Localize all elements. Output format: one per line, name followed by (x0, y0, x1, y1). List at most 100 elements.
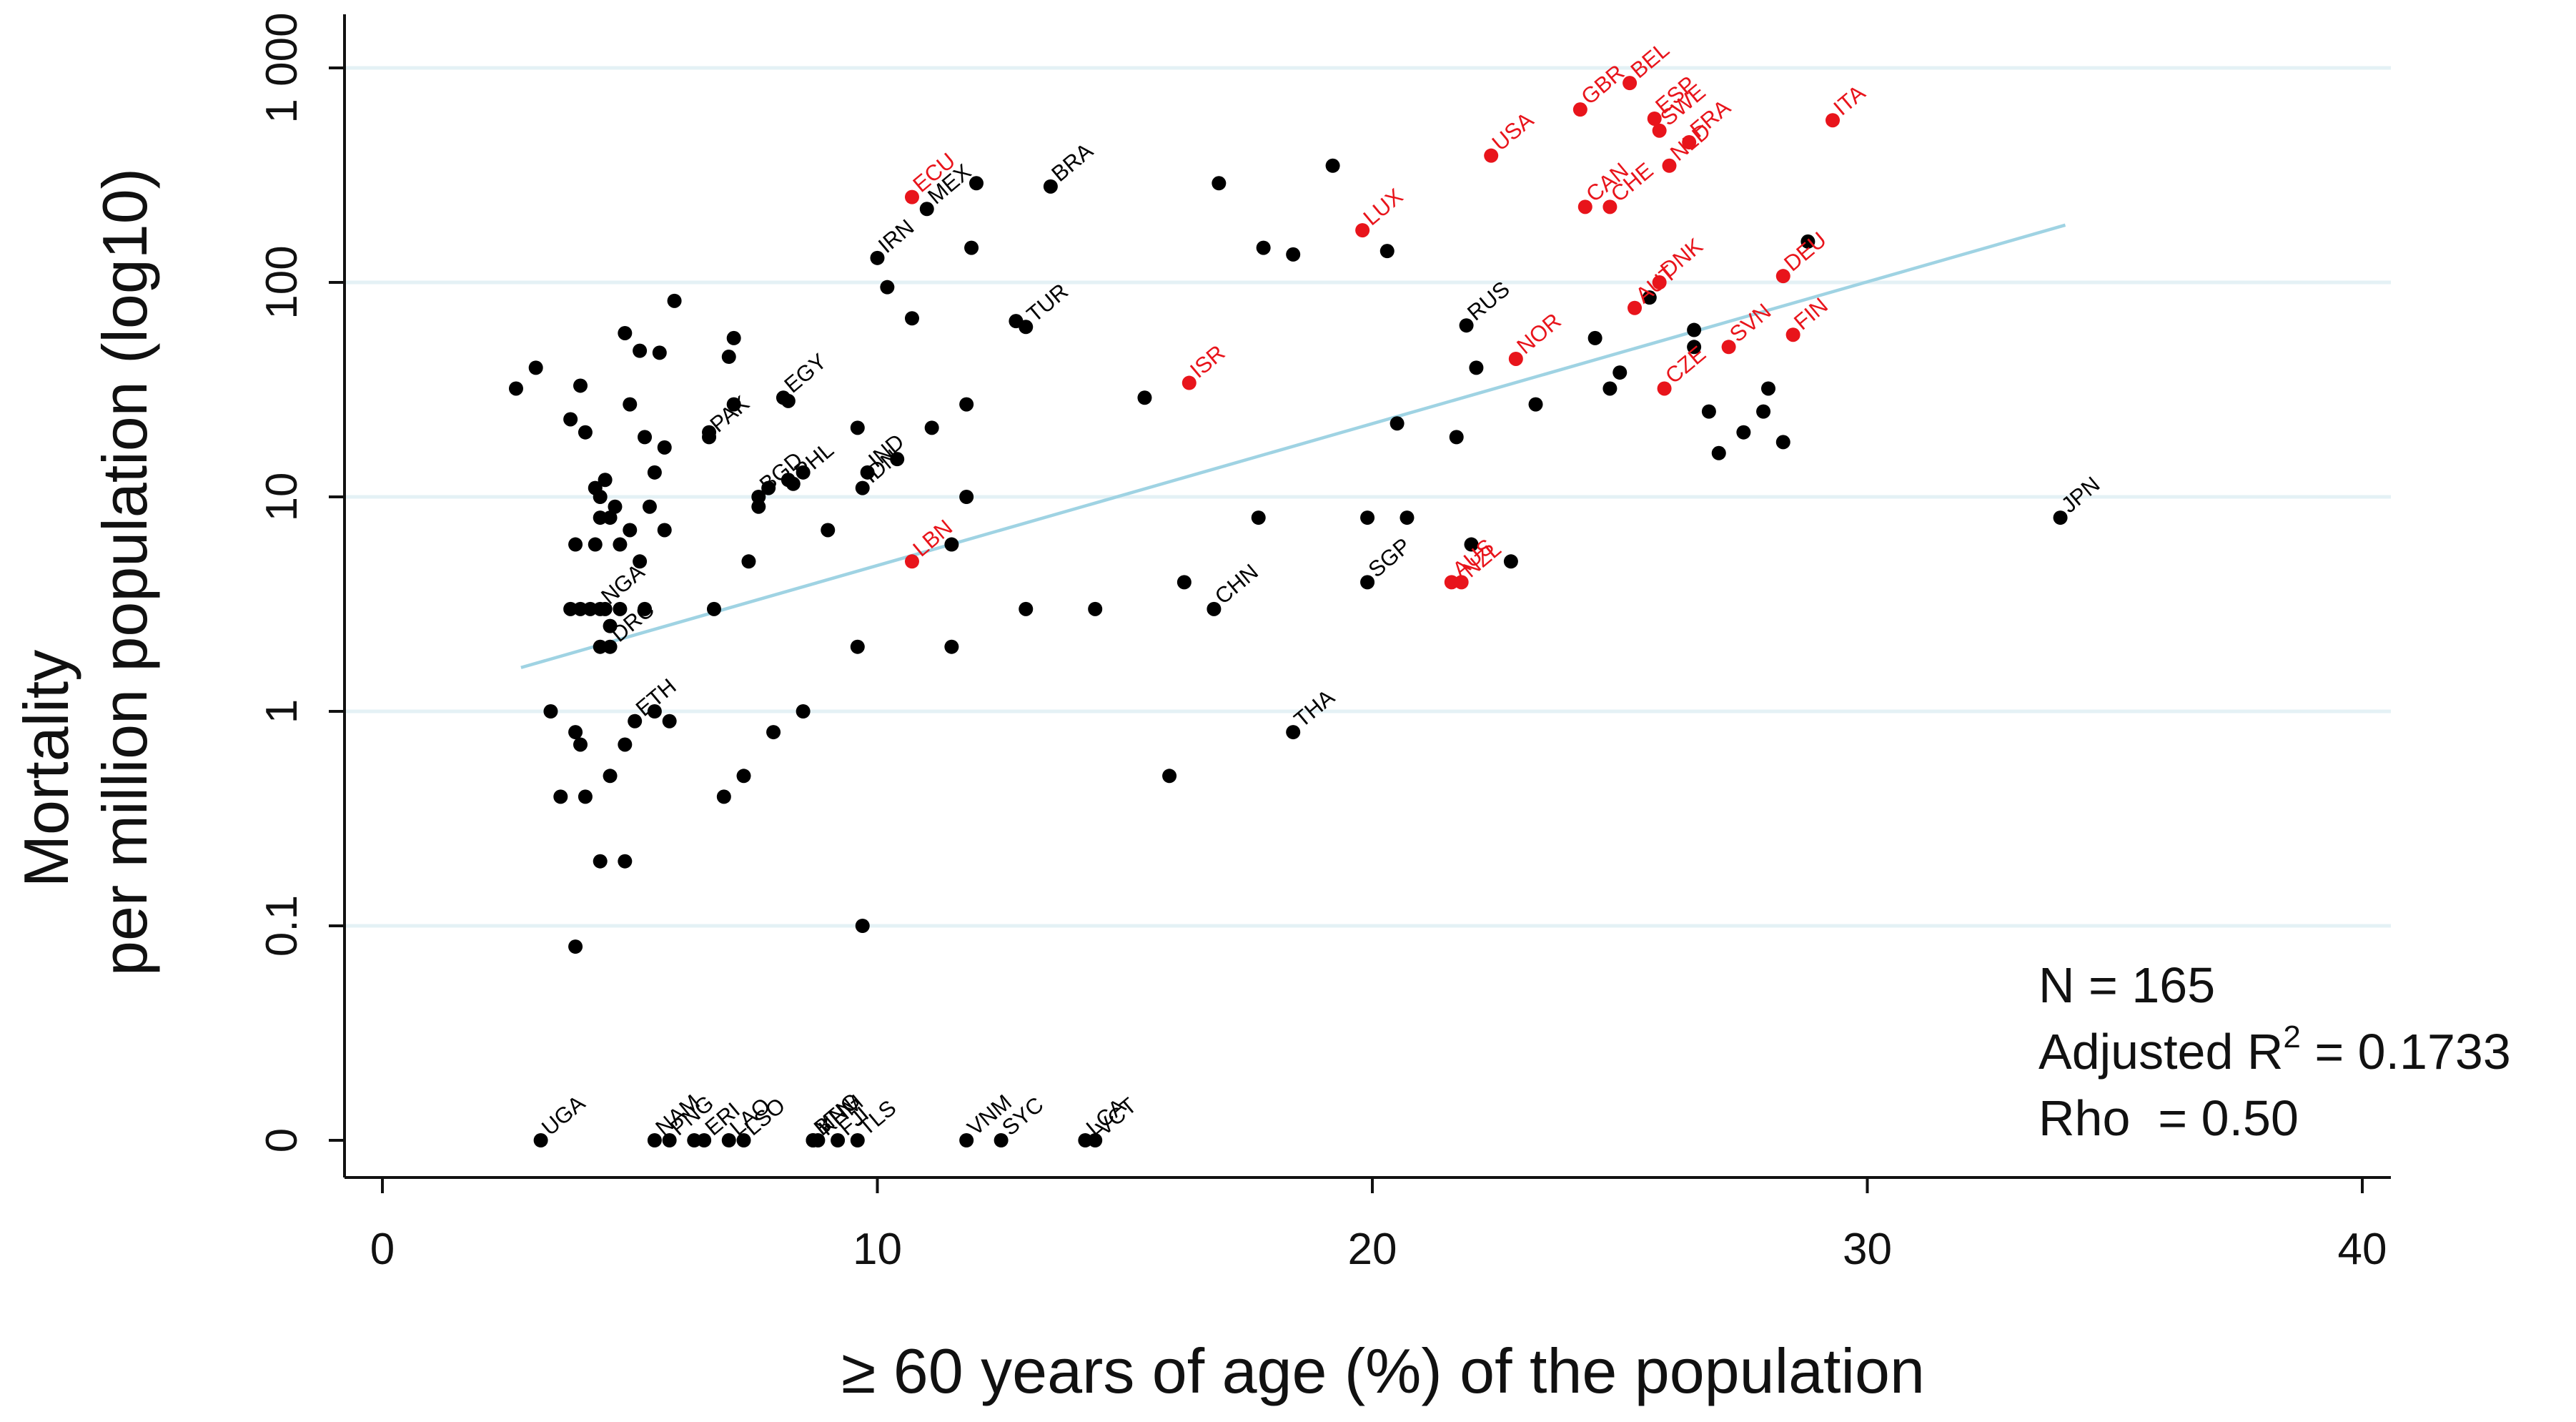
data-point-fin (1785, 327, 1800, 342)
point-label-tur: TUR (1022, 279, 1073, 327)
data-point (638, 430, 653, 445)
data-point-drc (603, 639, 618, 654)
y-tick-label: 1 (257, 699, 307, 724)
data-point (508, 381, 523, 396)
stat-r2-sup: 2 (2283, 1019, 2300, 1055)
data-point (583, 601, 598, 616)
data-point (1176, 575, 1192, 590)
data-point-mex (919, 202, 934, 217)
data-point (736, 769, 751, 784)
data-point-can (1577, 199, 1592, 214)
data-point (1449, 430, 1464, 445)
data-point (578, 789, 593, 804)
data-point-bgd (751, 490, 766, 504)
axes: 0 0.1 1 10 100 1 000 0 10 20 30 40 (257, 12, 2391, 1274)
data-point (741, 554, 756, 569)
point-label-egy: EGY (779, 348, 831, 398)
data-point-lca (1078, 1133, 1093, 1147)
data-point-fji (831, 1133, 846, 1147)
stat-rho: Rho = 0.50 (2038, 1090, 2299, 1146)
data-point (667, 293, 682, 308)
point-label-svn: SVN (1725, 299, 1775, 347)
data-point-lao (721, 1133, 736, 1147)
data-point (618, 325, 633, 340)
data-point (850, 639, 865, 654)
data-point (1251, 510, 1266, 525)
data-point (573, 737, 588, 752)
data-point (1701, 404, 1716, 419)
point-label-nor: NOR (1512, 308, 1565, 359)
data-point (618, 854, 633, 869)
data-point-ita (1826, 113, 1841, 128)
data-point (1469, 360, 1484, 375)
data-point (1613, 365, 1628, 380)
point-label-lux: LUX (1359, 183, 1408, 230)
data-point-usa (1484, 148, 1499, 163)
data-point (850, 420, 865, 435)
data-point (593, 510, 608, 525)
data-point-sgp (1360, 575, 1375, 590)
data-point-eri (697, 1133, 712, 1147)
data-point (1389, 416, 1405, 431)
data-point-nga (593, 601, 608, 616)
data-point-tur (1019, 320, 1034, 335)
data-point (726, 330, 741, 345)
data-point (1325, 158, 1340, 173)
data-point (890, 452, 905, 467)
point-label-jpn: JPN (2056, 472, 2104, 518)
y-tick-label: 100 (257, 245, 307, 319)
x-tick-label: 40 (2338, 1225, 2387, 1274)
data-point-nzl (1454, 575, 1469, 590)
data-point (761, 480, 776, 495)
data-point-esp (1647, 111, 1662, 126)
data-point (1137, 390, 1152, 405)
data-point (613, 601, 628, 616)
data-point-aut (1628, 300, 1643, 315)
data-point (924, 420, 939, 435)
data-point (623, 523, 638, 538)
data-point-chn (1207, 601, 1222, 616)
data-point-che (1602, 199, 1618, 214)
data-point-svn (1721, 340, 1736, 355)
data-point (944, 537, 959, 552)
data-point-vnm (959, 1133, 974, 1147)
data-point (593, 639, 608, 654)
data-point (880, 280, 895, 295)
data-point (608, 499, 623, 514)
grid-lines (345, 66, 2391, 928)
x-tick-label: 30 (1843, 1225, 1892, 1274)
data-point-jpn (2053, 510, 2068, 525)
data-point-nam (647, 1133, 662, 1147)
data-point-idn (855, 480, 870, 495)
data-point (721, 350, 736, 365)
data-point (1642, 290, 1657, 305)
stat-r2-suffix: = 0.1733 (2301, 1024, 2511, 1080)
data-point-pak (702, 430, 717, 445)
data-point (1286, 247, 1301, 262)
data-point (603, 618, 618, 633)
data-point (613, 537, 628, 552)
data-point-ecu (904, 189, 919, 204)
data-point (563, 601, 578, 616)
data-point-deu (1775, 269, 1790, 284)
data-point-lux (1355, 223, 1370, 238)
data-point-isr (1182, 375, 1197, 390)
data-point (1212, 176, 1227, 191)
x-tick-label: 0 (370, 1225, 395, 1274)
data-point (1711, 445, 1726, 460)
data-point-irn (870, 250, 885, 265)
data-point (642, 499, 657, 514)
stat-r2: Adjusted R2 = 0.1733 (2038, 1019, 2511, 1080)
point-label-phl: PHL (789, 437, 838, 484)
data-point (1800, 234, 1815, 249)
data-point (623, 397, 638, 412)
data-point (652, 345, 667, 360)
data-point-bra (1043, 179, 1058, 194)
data-point (796, 704, 811, 719)
data-point (751, 499, 766, 514)
data-point-png (662, 1133, 677, 1147)
data-point-bel (1623, 76, 1638, 91)
data-point (964, 240, 979, 255)
data-point (603, 769, 618, 784)
data-point-lbn (904, 554, 919, 569)
